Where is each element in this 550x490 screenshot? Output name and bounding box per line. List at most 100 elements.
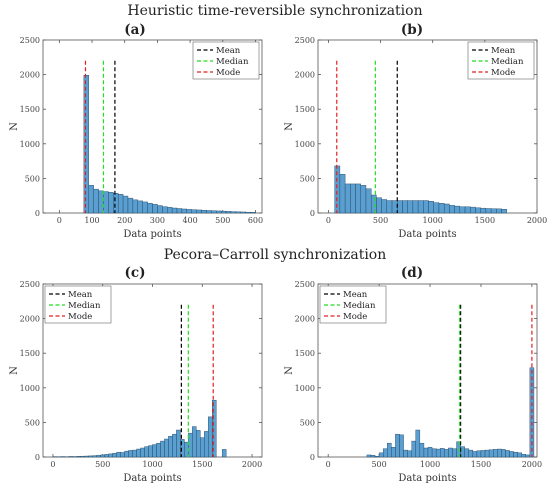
y-tick-label-d: 1500 (295, 349, 315, 358)
x-tick-label-d: 1000 (420, 460, 440, 469)
histogram-bar-c (100, 454, 105, 458)
histogram-bar-d (435, 448, 441, 458)
histogram-bar-b (391, 200, 398, 214)
histogram-bar-b (428, 201, 434, 214)
histogram-bar-c (204, 431, 209, 458)
histogram-bar-a (127, 197, 134, 214)
histogram-bar-c (136, 448, 141, 458)
histogram-bar-d (378, 452, 384, 458)
chart-panel-b: (b) 0 500 1000 1500 2000 2500 0 500 1000 1500 2000… (284, 22, 547, 240)
histogram-bar-d (419, 442, 425, 458)
y-tick-label-c: 2500 (20, 280, 40, 289)
x-tick-label-d: 0 (326, 460, 331, 469)
histogram-bar-d (407, 450, 412, 458)
legend-label-a: Median (216, 57, 249, 67)
histogram-bar-a (152, 204, 158, 214)
histogram-bar-b (339, 174, 346, 214)
histogram-bar-b (480, 207, 487, 214)
histogram-bar-d (399, 434, 404, 458)
legend-label-b: Median (491, 57, 524, 67)
histogram-bar-b (501, 208, 507, 214)
x-tick-label-a: 100 (84, 216, 99, 225)
histogram-bar-b (350, 183, 356, 214)
x-tick-label-b: 1000 (423, 216, 443, 225)
histogram-bar-d (517, 452, 522, 458)
histogram-bar-a (171, 207, 178, 214)
histogram-bar-a (186, 209, 192, 214)
histogram-bar-a (220, 210, 227, 214)
histogram-bar-a (167, 207, 173, 214)
histogram-bar-a (191, 209, 197, 214)
histogram-bar-a (117, 194, 124, 214)
histogram-bar-d (513, 451, 518, 458)
y-tick-label-c: 0 (35, 453, 40, 462)
histogram-bar-a (122, 195, 129, 214)
histogram-bar-b (412, 200, 419, 214)
y-axis-label-b: N (284, 122, 295, 131)
histogram-bar-c (208, 416, 213, 458)
x-tick-label-a: 300 (150, 216, 165, 225)
histogram-bar-c (96, 455, 101, 458)
histogram-bar-d (460, 446, 465, 458)
histogram-bar-d (444, 449, 449, 458)
x-axis-label-b: Data points (398, 229, 456, 240)
histogram-bar-d (472, 451, 478, 458)
histogram-bar-a (201, 210, 207, 214)
x-tick-label-c: 500 (95, 460, 110, 469)
y-tick-label-c: 1500 (20, 349, 40, 358)
histogram-bar-b (423, 200, 429, 214)
histogram-bar-c (212, 400, 217, 458)
histogram-bar-b (475, 207, 481, 214)
x-tick-label-d: 500 (371, 460, 386, 469)
chart-panel-c: (c) 0 500 1000 1500 2000 2500 0 500 1000 1500 2000… (9, 265, 263, 484)
histogram-bar-b (490, 208, 497, 214)
histogram-bar-c (172, 433, 177, 458)
legend-label-d: Median (343, 301, 376, 311)
histogram-bar-c (144, 446, 149, 458)
histogram-bar-b (443, 203, 450, 214)
histogram-bar-d (427, 447, 433, 458)
histogram-bar-c (120, 452, 125, 458)
section-title-pecora-carroll: Pecora–Carroll synchronization (164, 247, 387, 263)
y-axis-label-d: N (284, 366, 295, 375)
histogram-bar-d (382, 448, 388, 458)
histogram-bar-a (230, 211, 237, 214)
histogram-bar-a (88, 185, 94, 214)
histogram-bar-c (192, 426, 197, 458)
histogram-bar-b (376, 197, 382, 214)
chart-panel-a: (a) 0 500 1000 1500 2000 2500 0 100 200 300 400 500… (9, 22, 263, 240)
panel-label-a: (a) (124, 22, 146, 38)
y-tick-label-d: 2000 (295, 315, 315, 324)
histogram-bar-b (496, 208, 502, 214)
histogram-bar-d (521, 454, 526, 458)
histogram-bar-b (344, 183, 351, 214)
panel-label-b: (b) (401, 22, 423, 38)
histogram-bar-a (225, 211, 232, 214)
histogram-bar-c (92, 455, 97, 458)
y-axis-label-a: N (9, 122, 20, 131)
histogram-bar-c (160, 440, 165, 458)
y-tick-label-b: 2000 (295, 71, 315, 80)
histogram-bar-a (206, 210, 212, 214)
legend-label-a: Mode (216, 68, 240, 78)
histogram-bar-a (181, 208, 188, 214)
histogram-bar-d (476, 450, 482, 458)
y-tick-label-b: 2500 (295, 36, 315, 45)
histogram-bar-b (449, 205, 455, 214)
y-tick-label-d: 0 (310, 453, 315, 462)
histogram-bar-c (76, 456, 82, 458)
histogram-bar-d (415, 429, 421, 458)
histogram-bar-a (240, 211, 246, 214)
histogram-bar-d (488, 449, 494, 458)
histogram-bar-d (452, 448, 457, 458)
section-title-heuristic: Heuristic time-reversible synchronizatio… (127, 3, 422, 19)
x-tick-label-c: 2000 (242, 460, 262, 469)
x-tick-label-b: 500 (373, 216, 388, 225)
histogram-bar-d (387, 442, 392, 458)
histogram-bar-c (84, 455, 89, 458)
y-tick-label-b: 1000 (295, 140, 315, 149)
histogram-bar-b (470, 206, 476, 214)
histogram-bar-d (505, 450, 510, 458)
histogram-bar-d (484, 449, 490, 458)
